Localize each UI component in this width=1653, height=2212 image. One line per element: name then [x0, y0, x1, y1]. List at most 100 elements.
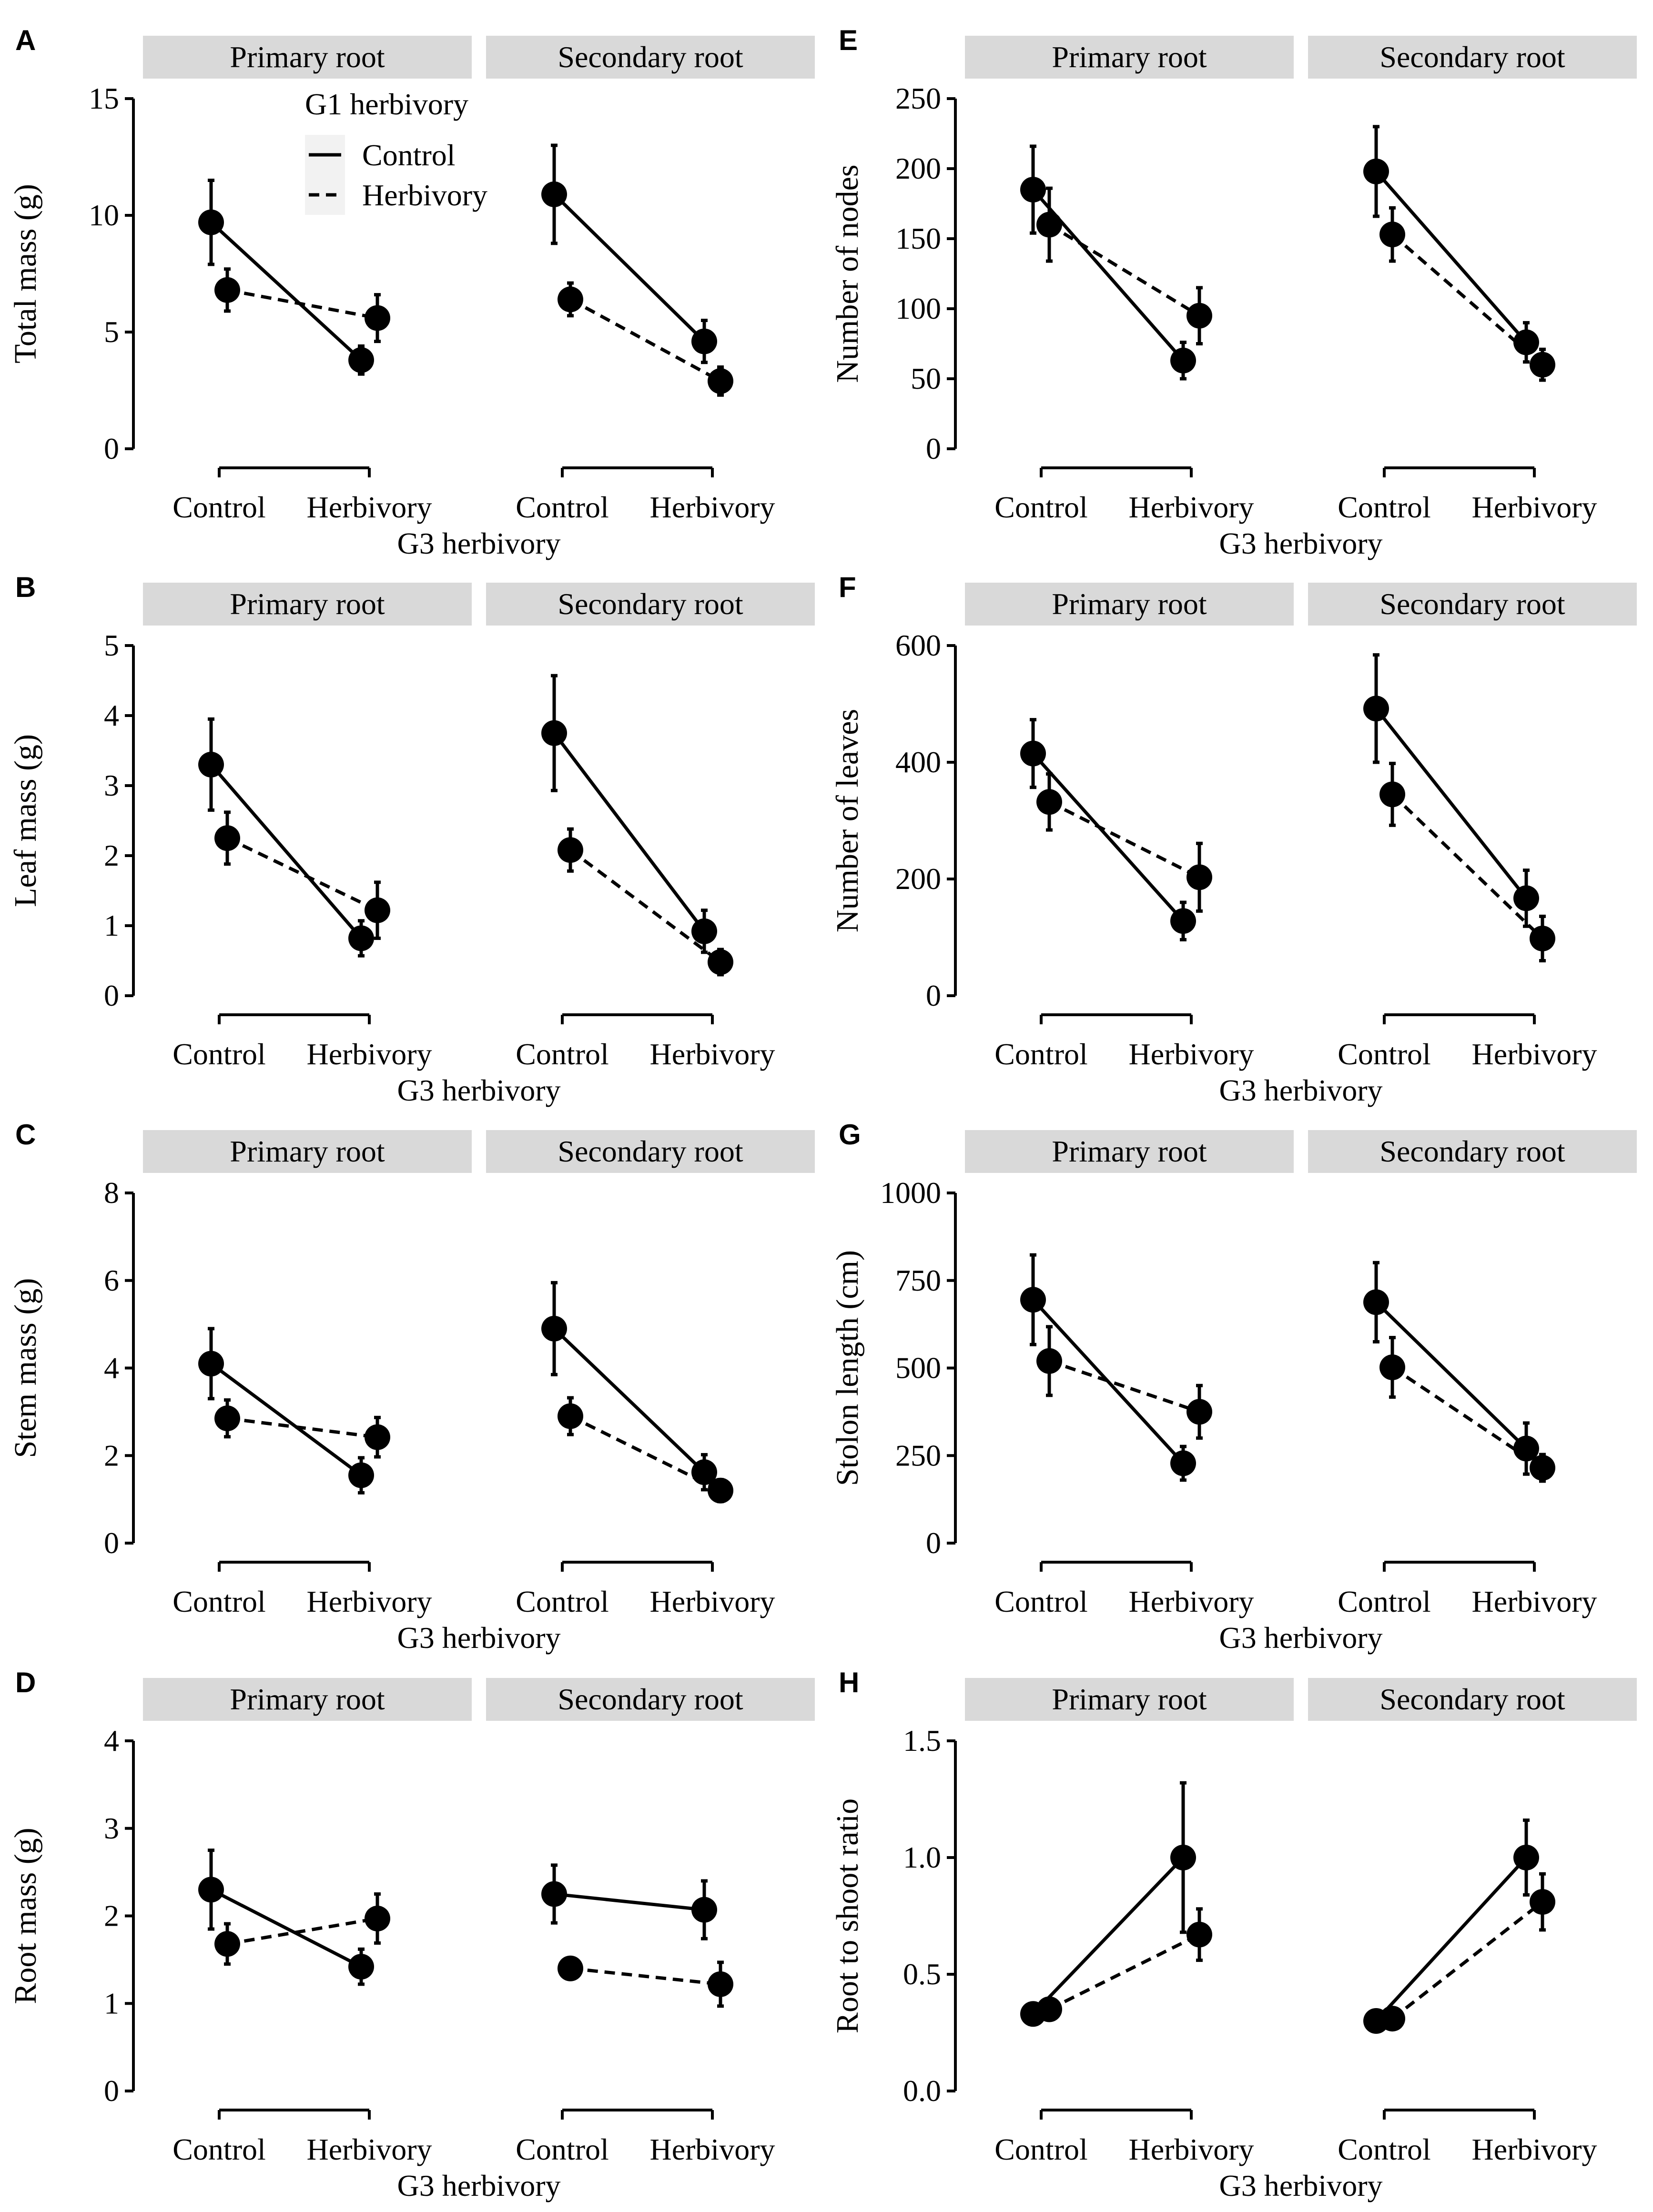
- y-axis-title: Root to shoot ratio: [830, 1798, 865, 2033]
- facet-strip: [486, 36, 815, 79]
- data-point: [1513, 1435, 1539, 1462]
- data-point: [1020, 740, 1046, 767]
- facet-primary-root: Primary root Control Herbivory: [143, 36, 472, 524]
- y-tick-label: 4: [104, 1351, 119, 1385]
- y-tick-label: 1.5: [903, 1724, 941, 1757]
- series-line: [569, 848, 722, 964]
- facet-strip-label: Primary root: [230, 587, 385, 621]
- data-point: [1187, 1399, 1212, 1425]
- series-control: [198, 1848, 374, 1986]
- panel-b: B Leaf mass (g) 0 1 2 3 4 5 Primary root Control H…: [8, 571, 815, 1107]
- panel-letter: C: [15, 1119, 36, 1151]
- facet-strip: [143, 1678, 472, 1721]
- data-point: [1530, 352, 1555, 378]
- y-tick-label: 3: [104, 1811, 119, 1845]
- series-line: [1391, 1900, 1544, 2020]
- series-herbivory: [1379, 206, 1555, 382]
- facet-strip-label: Secondary root: [558, 587, 743, 621]
- y-tick-label: 4: [104, 698, 119, 732]
- panel-e: E Number of nodes 0 50 100 150 200 250 Primary r…: [830, 24, 1637, 560]
- data-point: [348, 347, 374, 373]
- y-axis-title: Root mass (g): [8, 1828, 43, 2004]
- data-point: [708, 949, 733, 975]
- data-point: [1379, 222, 1405, 248]
- facet-strip: [965, 1130, 1294, 1173]
- panel-h: H Root to shoot ratio 0.0 0.5 1.0 1.5 Primary …: [830, 1667, 1637, 2202]
- y-tick-label: 1000: [880, 1176, 941, 1210]
- data-point: [1170, 1845, 1196, 1870]
- y-tick-label: 8: [104, 1176, 119, 1210]
- data-point: [1379, 1354, 1405, 1381]
- facet-strip: [143, 583, 472, 626]
- x-tick-label: Control: [172, 1585, 266, 1618]
- data-point: [1379, 781, 1405, 808]
- x-tick-label: Herbivory: [1128, 1585, 1254, 1618]
- series-herbivory: [558, 281, 733, 397]
- y-tick-label: 0: [926, 979, 941, 1012]
- data-point: [198, 1877, 224, 1903]
- facet-primary-root: Primary root Control Herbivory: [143, 583, 472, 1071]
- data-point: [541, 181, 567, 207]
- y-tick-label: 6: [104, 1263, 119, 1297]
- data-point: [198, 751, 224, 778]
- series-herbivory: [1379, 761, 1555, 962]
- data-point: [1379, 2006, 1405, 2032]
- series-line: [554, 1892, 705, 1912]
- facet-strip: [1308, 1678, 1637, 1721]
- facet-secondary-root: Secondary root Control Herbivory: [486, 1130, 815, 1618]
- series-line: [210, 1888, 362, 1969]
- x-tick-label: Herbivory: [1128, 490, 1254, 524]
- series-line: [1048, 800, 1200, 879]
- y-tick-label: 0: [104, 432, 119, 465]
- facet-strip-label: Secondary root: [1379, 1134, 1565, 1168]
- data-point: [1513, 329, 1539, 355]
- data-point: [541, 720, 567, 746]
- series-line: [1375, 170, 1528, 343]
- data-point: [708, 1477, 733, 1504]
- series-herbivory: [558, 827, 733, 977]
- series-control: [1363, 125, 1539, 364]
- facet-strip: [143, 1130, 472, 1173]
- series-control: [198, 717, 374, 958]
- data-point: [1363, 1289, 1389, 1315]
- y-axis-title: Total mass (g): [8, 184, 43, 364]
- x-tick-label: Herbivory: [1471, 490, 1597, 524]
- series-line: [1048, 1933, 1200, 2011]
- series-line: [226, 837, 378, 912]
- series-control: [541, 1863, 717, 1940]
- panel-letter: A: [15, 24, 36, 56]
- legend-entry-label: Control: [362, 138, 456, 172]
- data-point: [1513, 1845, 1539, 1870]
- x-tick-label: Herbivory: [649, 1037, 775, 1071]
- panel-g: G Stolon length (cm) 0 250 500 750 1000 Primary…: [830, 1119, 1637, 1655]
- facet-strip-label: Secondary root: [558, 40, 743, 74]
- data-point: [1020, 177, 1046, 203]
- series-line: [210, 221, 363, 362]
- panel-d: D Root mass (g) 0 1 2 3 4 Primary root Control He…: [8, 1667, 815, 2202]
- y-tick-label: 2: [104, 1438, 119, 1472]
- data-point: [365, 1906, 390, 1932]
- series-line: [1391, 793, 1544, 940]
- series-line: [1032, 1298, 1185, 1465]
- x-tick-label: Herbivory: [1471, 2132, 1597, 2166]
- y-tick-label: 500: [895, 1351, 941, 1385]
- data-point: [198, 1351, 224, 1377]
- series-control: [1020, 718, 1196, 941]
- panel-letter: D: [15, 1667, 36, 1698]
- x-tick-label: Control: [994, 1037, 1088, 1071]
- x-axis-title: G3 herbivory: [397, 1073, 560, 1107]
- series-control: [1363, 653, 1539, 928]
- series-control: [1363, 1261, 1539, 1476]
- x-tick-label: Control: [994, 2132, 1088, 2166]
- data-point: [691, 918, 717, 944]
- series-herbivory: [558, 1396, 733, 1504]
- facet-strip: [965, 36, 1294, 79]
- data-point: [214, 1405, 240, 1432]
- x-axis-title: G3 herbivory: [1219, 1621, 1382, 1655]
- data-point: [541, 1315, 567, 1342]
- data-point: [198, 209, 224, 235]
- data-point: [558, 1955, 583, 1981]
- x-tick-label: Herbivory: [1471, 1037, 1597, 1071]
